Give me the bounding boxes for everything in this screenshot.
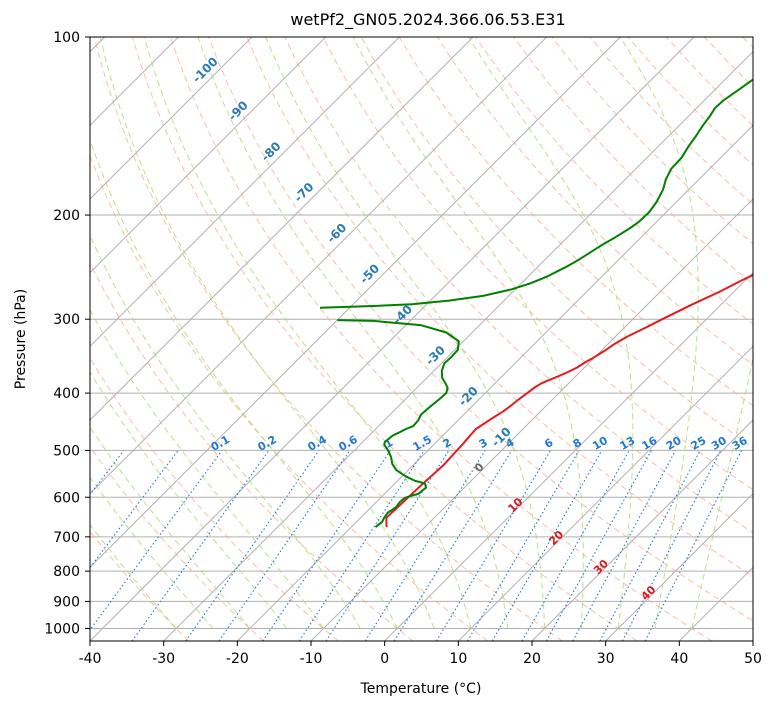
dry-adiabat-line [590, 37, 775, 641]
x-tick-label: 50 [744, 651, 762, 667]
moist-adiabat-line [0, 37, 250, 629]
dry-adiabat-line [704, 37, 775, 641]
plot-frame [90, 37, 753, 641]
moist-adiabat-label: 30 [591, 557, 611, 577]
y-axis-ticks: 100 200 300 400 500 600 700 800 900 1000 [44, 30, 90, 637]
dry-adiabat-line [437, 37, 775, 641]
dewpoint-profile-line [320, 37, 775, 308]
isotherm-label: -60 [324, 221, 349, 246]
y-tick-label: 800 [53, 564, 80, 580]
y-tick-label: 1000 [44, 621, 80, 637]
mixing-ratio-line [365, 450, 485, 641]
moist-adiabat-line [198, 37, 508, 629]
isotherm-label: -100 [190, 55, 221, 86]
mixing-ratio-label: 2 [441, 436, 454, 451]
x-tick-label: 20 [523, 651, 541, 667]
moist-adiabat-line [0, 37, 287, 629]
moist-adiabat-line [692, 37, 775, 629]
moist-adiabat-line [620, 37, 698, 629]
isotherm-line [753, 37, 775, 641]
y-tick-label: 100 [53, 30, 80, 46]
moist-adiabat-label: 10 [505, 495, 525, 515]
x-axis-ticks: -40 -30 -20 -10 0 10 20 30 40 50 [79, 641, 762, 667]
mixing-ratio-line [263, 450, 391, 641]
dry-adiabat-line [514, 37, 775, 641]
moist-adiabat-line [63, 37, 397, 629]
y-tick-label: 600 [53, 490, 80, 506]
isotherm-line [16, 37, 620, 641]
dry-adiabat-line [209, 37, 775, 641]
y-tick-label: 200 [53, 208, 80, 224]
x-axis-label: Temperature (°C) [360, 681, 482, 697]
y-tick-label: 500 [53, 443, 80, 459]
chart-title: wetPf2_GN05.2024.366.06.53.E31 [290, 10, 565, 30]
dry-adiabats [0, 37, 775, 641]
moist-adiabat-line [144, 37, 471, 629]
isotherm-line [385, 37, 775, 641]
y-axis-label: Pressure (hPa) [13, 289, 29, 389]
x-tick-label: 40 [670, 651, 688, 667]
moist-adiabat-label: 40 [639, 583, 659, 603]
mixing-ratio-line [219, 450, 350, 641]
mixing-ratio-line [600, 450, 700, 641]
grid [0, 37, 775, 641]
mixing-ratio-line [546, 450, 651, 641]
isotherm-line [0, 37, 252, 641]
mixing-ratio-label: 3 [477, 436, 490, 451]
moist-adiabat-line [266, 37, 545, 629]
x-tick-label: -30 [152, 651, 175, 667]
y-tick-label: 700 [53, 530, 80, 546]
isotherm-line [0, 37, 399, 641]
moist-adiabat-line [0, 37, 213, 629]
dry-adiabat-line [666, 37, 775, 641]
y-tick-label: 300 [53, 312, 80, 328]
isotherm-line [164, 37, 768, 641]
isotherm-line [679, 37, 775, 641]
isotherm-line [90, 37, 694, 641]
isotherm-label: -50 [357, 261, 382, 286]
dry-adiabat-line [0, 37, 338, 641]
dry-adiabat-line [18, 37, 413, 641]
x-tick-label: -10 [300, 651, 323, 667]
y-tick-label: 400 [53, 386, 80, 402]
y-tick-label: 900 [53, 594, 80, 610]
x-tick-label: 10 [449, 651, 467, 667]
isotherm-label: -90 [226, 98, 251, 123]
mixing-ratio-line [82, 450, 222, 641]
isotherm-label: -70 [291, 180, 316, 205]
dry-adiabat-line [743, 37, 775, 641]
isotherm-line [458, 37, 775, 641]
isotherm-label: -20 [456, 384, 481, 409]
x-tick-label: -20 [226, 651, 249, 667]
dry-adiabat-line [132, 37, 637, 641]
isotherm-label: -80 [258, 139, 283, 164]
isotherm-line [0, 37, 547, 641]
x-tick-label: 0 [380, 651, 389, 667]
temperature-profile-line [386, 37, 775, 527]
mixing-ratio-line [326, 450, 449, 641]
moist-adiabat-label: 20 [546, 528, 566, 548]
moist-adiabats [0, 37, 775, 629]
x-tick-label: 30 [597, 651, 615, 667]
dry-adiabat-line [552, 37, 775, 641]
mixing-ratio-line [522, 450, 629, 641]
dry-adiabat-line [56, 37, 488, 641]
isotherm-line [0, 37, 326, 641]
mixing-ratio-label: 6 [542, 436, 555, 451]
dry-adiabat-line [171, 37, 712, 641]
isotherm-line [532, 37, 775, 641]
x-tick-label: -40 [79, 651, 102, 667]
